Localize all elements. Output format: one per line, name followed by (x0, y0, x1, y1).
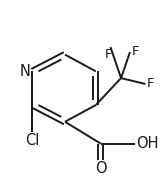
Text: N: N (20, 64, 31, 79)
Text: Cl: Cl (25, 133, 40, 148)
Text: F: F (132, 45, 139, 58)
Text: F: F (147, 77, 154, 90)
Text: F: F (105, 48, 113, 61)
Text: OH: OH (136, 136, 158, 151)
Text: O: O (95, 161, 107, 176)
